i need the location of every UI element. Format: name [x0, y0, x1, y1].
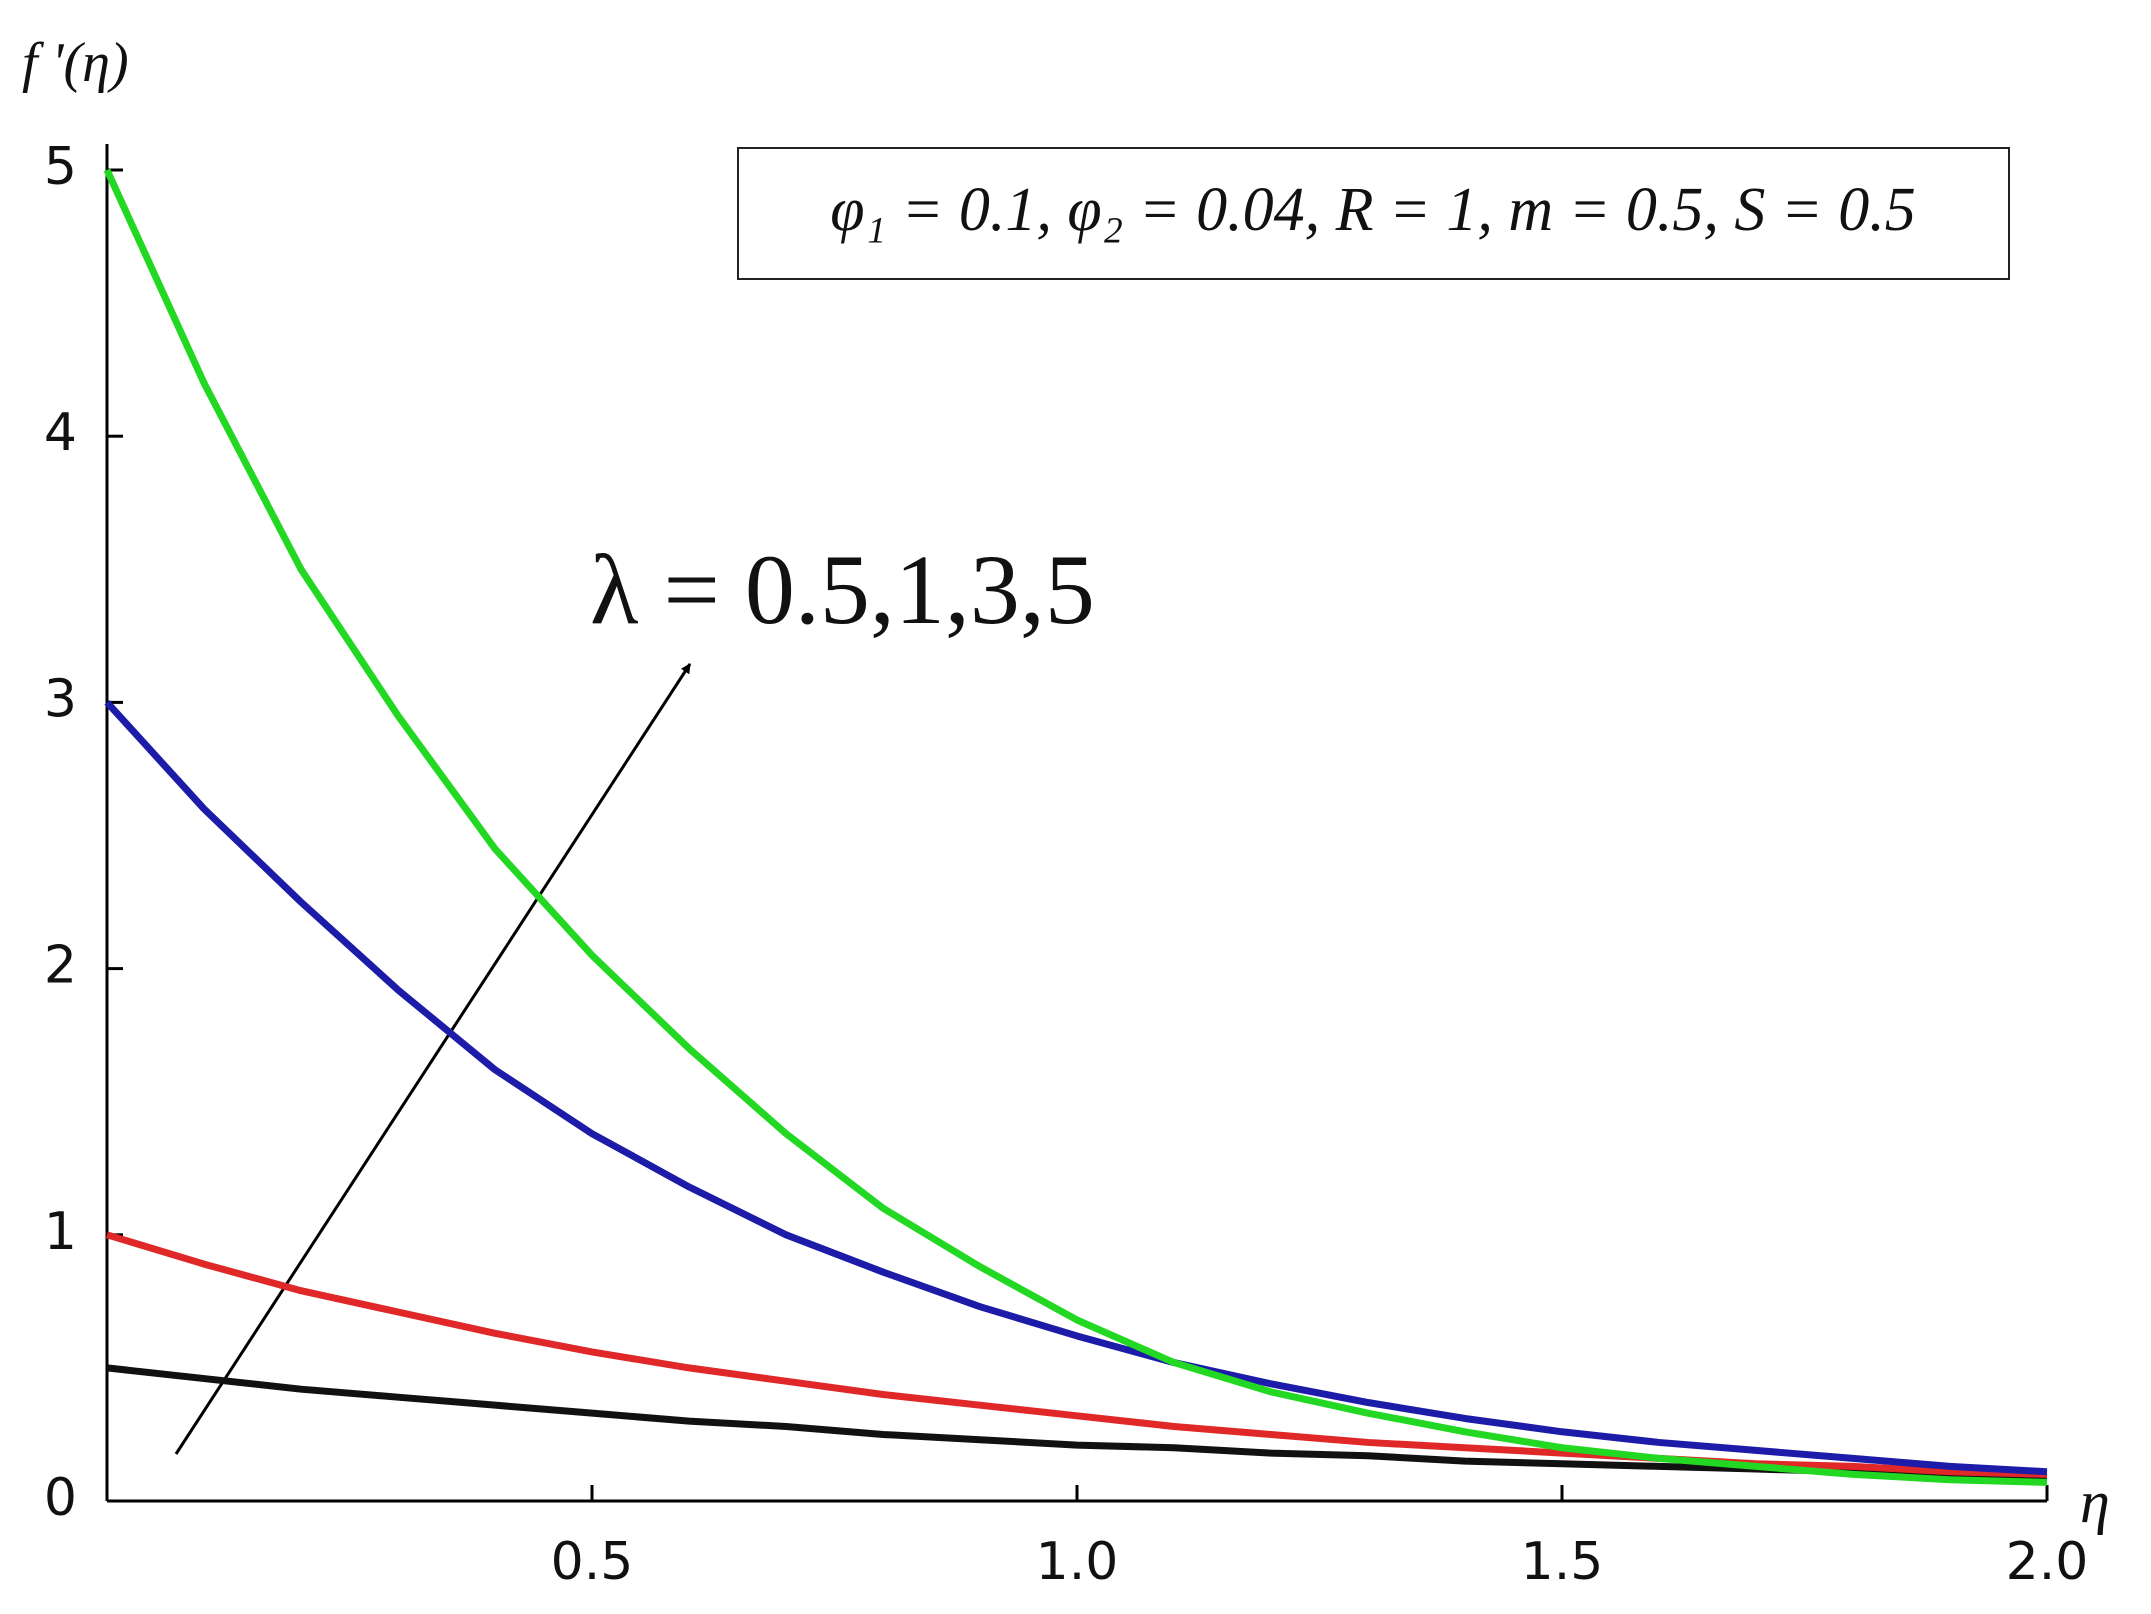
y-tick-label: 0 [44, 1468, 77, 1528]
parameter-text: φ₁ = 0.1, φ₂ = 0.04, R = 1, m = 0.5, S =… [830, 176, 1916, 244]
line-series [105, 1231, 2048, 1478]
line-series [103, 168, 2048, 1486]
line-series [104, 700, 2048, 1476]
y-tick-label: 4 [44, 403, 77, 463]
y-tick-label: 5 [44, 137, 77, 197]
x-tick-label: 1.0 [1036, 1532, 1119, 1592]
y-tick-label: 1 [44, 1202, 77, 1262]
y-tick-label: 2 [44, 936, 77, 996]
x-tick-label: 1.5 [1521, 1532, 1604, 1592]
line-series [106, 1364, 2048, 1481]
y-axis-label: f '(η) [22, 32, 129, 94]
y-tick-label: 3 [44, 669, 77, 729]
x-tick-label: 0.5 [551, 1532, 634, 1592]
parameter-box [737, 147, 2010, 280]
x-axis-label: η [2080, 1469, 2110, 1535]
annotation-arrow [174, 663, 692, 1455]
annotation: λ = 0.5,1,3,5 [590, 534, 1095, 645]
x-tick-label: 2.0 [2006, 1532, 2089, 1592]
